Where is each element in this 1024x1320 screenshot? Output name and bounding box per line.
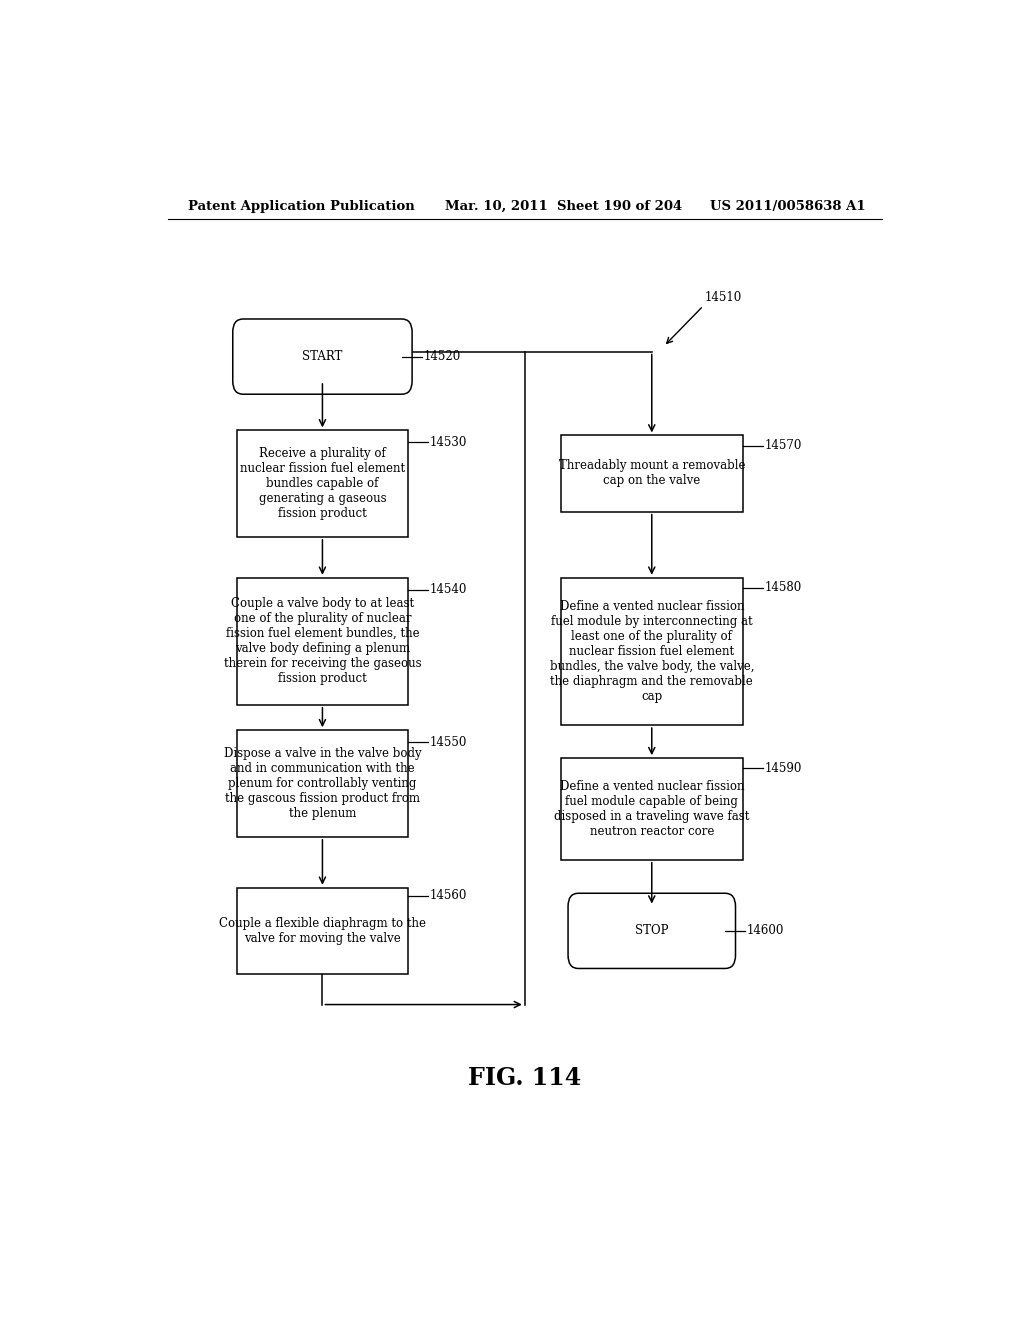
Text: 14600: 14600 xyxy=(746,924,784,937)
Text: 14580: 14580 xyxy=(765,581,802,594)
Bar xyxy=(560,758,743,859)
Text: Couple a flexible diaphragm to the
valve for moving the valve: Couple a flexible diaphragm to the valve… xyxy=(219,917,426,945)
Text: FIG. 114: FIG. 114 xyxy=(468,1067,582,1090)
Text: 14510: 14510 xyxy=(705,290,742,304)
Text: STOP: STOP xyxy=(635,924,669,937)
Bar xyxy=(560,578,743,725)
Text: Define a vented nuclear fission
fuel module by interconnecting at
least one of t: Define a vented nuclear fission fuel mod… xyxy=(550,599,754,702)
Text: Couple a valve body to at least
one of the plurality of nuclear
fission fuel ele: Couple a valve body to at least one of t… xyxy=(223,597,421,685)
FancyBboxPatch shape xyxy=(232,319,412,395)
Text: Threadably mount a removable
cap on the valve: Threadably mount a removable cap on the … xyxy=(558,459,745,487)
Text: 14530: 14530 xyxy=(429,436,467,449)
Text: Mar. 10, 2011  Sheet 190 of 204: Mar. 10, 2011 Sheet 190 of 204 xyxy=(445,199,683,213)
Text: Patent Application Publication: Patent Application Publication xyxy=(187,199,415,213)
Text: US 2011/0058638 A1: US 2011/0058638 A1 xyxy=(711,199,866,213)
Text: START: START xyxy=(302,350,343,363)
Text: 14560: 14560 xyxy=(429,890,467,903)
Text: 14540: 14540 xyxy=(429,583,467,597)
Bar xyxy=(238,730,408,837)
Text: Define a vented nuclear fission
fuel module capable of being
disposed in a trave: Define a vented nuclear fission fuel mod… xyxy=(554,780,750,838)
Text: 14550: 14550 xyxy=(429,735,467,748)
Bar xyxy=(238,887,408,974)
FancyBboxPatch shape xyxy=(568,894,735,969)
Text: 14570: 14570 xyxy=(765,440,802,451)
Text: 14520: 14520 xyxy=(423,350,461,363)
Text: Receive a plurality of
nuclear fission fuel element
bundles capable of
generatin: Receive a plurality of nuclear fission f… xyxy=(240,447,406,520)
Bar xyxy=(560,436,743,512)
Text: 14590: 14590 xyxy=(765,762,802,775)
Text: Dispose a valve in the valve body
and in communication with the
plenum for contr: Dispose a valve in the valve body and in… xyxy=(223,747,421,820)
Bar xyxy=(238,578,408,705)
Bar xyxy=(238,430,408,537)
